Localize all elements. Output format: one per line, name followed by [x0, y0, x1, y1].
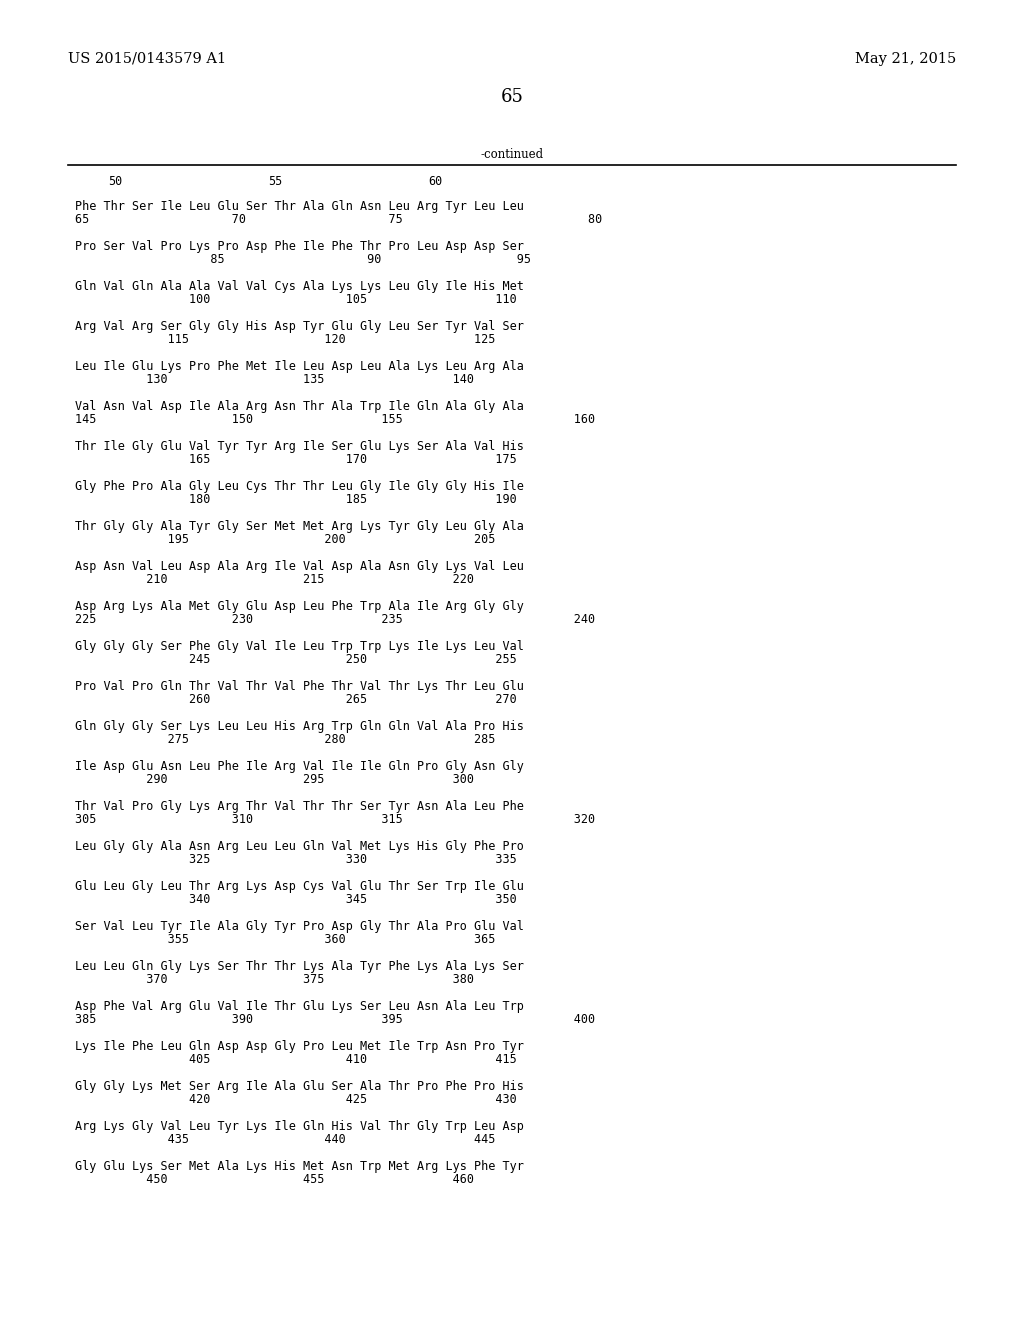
Text: Ile Asp Glu Asn Leu Phe Ile Arg Val Ile Ile Gln Pro Gly Asn Gly: Ile Asp Glu Asn Leu Phe Ile Arg Val Ile …: [75, 760, 524, 774]
Text: 450                   455                  460: 450 455 460: [75, 1173, 474, 1185]
Text: Gly Gly Lys Met Ser Arg Ile Ala Glu Ser Ala Thr Pro Phe Pro His: Gly Gly Lys Met Ser Arg Ile Ala Glu Ser …: [75, 1080, 524, 1093]
Text: Leu Gly Gly Ala Asn Arg Leu Leu Gln Val Met Lys His Gly Phe Pro: Leu Gly Gly Ala Asn Arg Leu Leu Gln Val …: [75, 840, 524, 853]
Text: Lys Ile Phe Leu Gln Asp Asp Gly Pro Leu Met Ile Trp Asn Pro Tyr: Lys Ile Phe Leu Gln Asp Asp Gly Pro Leu …: [75, 1040, 524, 1053]
Text: 115                   120                  125: 115 120 125: [75, 333, 496, 346]
Text: 405                   410                  415: 405 410 415: [75, 1053, 517, 1067]
Text: Val Asn Val Asp Ile Ala Arg Asn Thr Ala Trp Ile Gln Ala Gly Ala: Val Asn Val Asp Ile Ala Arg Asn Thr Ala …: [75, 400, 524, 413]
Text: 210                   215                  220: 210 215 220: [75, 573, 474, 586]
Text: 60: 60: [428, 176, 442, 187]
Text: 130                   135                  140: 130 135 140: [75, 374, 474, 385]
Text: 145                   150                  155                        160: 145 150 155 160: [75, 413, 595, 426]
Text: 290                   295                  300: 290 295 300: [75, 774, 474, 785]
Text: Thr Gly Gly Ala Tyr Gly Ser Met Met Arg Lys Tyr Gly Leu Gly Ala: Thr Gly Gly Ala Tyr Gly Ser Met Met Arg …: [75, 520, 524, 533]
Text: 305                   310                  315                        320: 305 310 315 320: [75, 813, 595, 826]
Text: 325                   330                  335: 325 330 335: [75, 853, 517, 866]
Text: Gly Phe Pro Ala Gly Leu Cys Thr Thr Leu Gly Ile Gly Gly His Ile: Gly Phe Pro Ala Gly Leu Cys Thr Thr Leu …: [75, 480, 524, 492]
Text: Asp Arg Lys Ala Met Gly Glu Asp Leu Phe Trp Ala Ile Arg Gly Gly: Asp Arg Lys Ala Met Gly Glu Asp Leu Phe …: [75, 601, 524, 612]
Text: US 2015/0143579 A1: US 2015/0143579 A1: [68, 51, 226, 66]
Text: Leu Ile Glu Lys Pro Phe Met Ile Leu Asp Leu Ala Lys Leu Arg Ala: Leu Ile Glu Lys Pro Phe Met Ile Leu Asp …: [75, 360, 524, 374]
Text: Thr Val Pro Gly Lys Arg Thr Val Thr Thr Ser Tyr Asn Ala Leu Phe: Thr Val Pro Gly Lys Arg Thr Val Thr Thr …: [75, 800, 524, 813]
Text: 65: 65: [501, 88, 523, 106]
Text: Arg Lys Gly Val Leu Tyr Lys Ile Gln His Val Thr Gly Trp Leu Asp: Arg Lys Gly Val Leu Tyr Lys Ile Gln His …: [75, 1119, 524, 1133]
Text: Asp Asn Val Leu Asp Ala Arg Ile Val Asp Ala Asn Gly Lys Val Leu: Asp Asn Val Leu Asp Ala Arg Ile Val Asp …: [75, 560, 524, 573]
Text: 385                   390                  395                        400: 385 390 395 400: [75, 1012, 595, 1026]
Text: 165                   170                  175: 165 170 175: [75, 453, 517, 466]
Text: 245                   250                  255: 245 250 255: [75, 653, 517, 667]
Text: Leu Leu Gln Gly Lys Ser Thr Thr Lys Ala Tyr Phe Lys Ala Lys Ser: Leu Leu Gln Gly Lys Ser Thr Thr Lys Ala …: [75, 960, 524, 973]
Text: -continued: -continued: [480, 148, 544, 161]
Text: 275                   280                  285: 275 280 285: [75, 733, 496, 746]
Text: 355                   360                  365: 355 360 365: [75, 933, 496, 946]
Text: 340                   345                  350: 340 345 350: [75, 894, 517, 906]
Text: 370                   375                  380: 370 375 380: [75, 973, 474, 986]
Text: 195                   200                  205: 195 200 205: [75, 533, 496, 546]
Text: Ser Val Leu Tyr Ile Ala Gly Tyr Pro Asp Gly Thr Ala Pro Glu Val: Ser Val Leu Tyr Ile Ala Gly Tyr Pro Asp …: [75, 920, 524, 933]
Text: 435                   440                  445: 435 440 445: [75, 1133, 496, 1146]
Text: Gly Glu Lys Ser Met Ala Lys His Met Asn Trp Met Arg Lys Phe Tyr: Gly Glu Lys Ser Met Ala Lys His Met Asn …: [75, 1160, 524, 1173]
Text: 420                   425                  430: 420 425 430: [75, 1093, 517, 1106]
Text: Gln Val Gln Ala Ala Val Val Cys Ala Lys Lys Leu Gly Ile His Met: Gln Val Gln Ala Ala Val Val Cys Ala Lys …: [75, 280, 524, 293]
Text: Arg Val Arg Ser Gly Gly His Asp Tyr Glu Gly Leu Ser Tyr Val Ser: Arg Val Arg Ser Gly Gly His Asp Tyr Glu …: [75, 319, 524, 333]
Text: Pro Val Pro Gln Thr Val Thr Val Phe Thr Val Thr Lys Thr Leu Glu: Pro Val Pro Gln Thr Val Thr Val Phe Thr …: [75, 680, 524, 693]
Text: May 21, 2015: May 21, 2015: [855, 51, 956, 66]
Text: Thr Ile Gly Glu Val Tyr Tyr Arg Ile Ser Glu Lys Ser Ala Val His: Thr Ile Gly Glu Val Tyr Tyr Arg Ile Ser …: [75, 440, 524, 453]
Text: 55: 55: [268, 176, 283, 187]
Text: 50: 50: [108, 176, 122, 187]
Text: Asp Phe Val Arg Glu Val Ile Thr Glu Lys Ser Leu Asn Ala Leu Trp: Asp Phe Val Arg Glu Val Ile Thr Glu Lys …: [75, 1001, 524, 1012]
Text: 65                    70                    75                          80: 65 70 75 80: [75, 213, 602, 226]
Text: 85                    90                   95: 85 90 95: [75, 253, 531, 267]
Text: Gly Gly Gly Ser Phe Gly Val Ile Leu Trp Trp Lys Ile Lys Leu Val: Gly Gly Gly Ser Phe Gly Val Ile Leu Trp …: [75, 640, 524, 653]
Text: 180                   185                  190: 180 185 190: [75, 492, 517, 506]
Text: 100                   105                  110: 100 105 110: [75, 293, 517, 306]
Text: Phe Thr Ser Ile Leu Glu Ser Thr Ala Gln Asn Leu Arg Tyr Leu Leu: Phe Thr Ser Ile Leu Glu Ser Thr Ala Gln …: [75, 201, 524, 213]
Text: Gln Gly Gly Ser Lys Leu Leu His Arg Trp Gln Gln Val Ala Pro His: Gln Gly Gly Ser Lys Leu Leu His Arg Trp …: [75, 719, 524, 733]
Text: Glu Leu Gly Leu Thr Arg Lys Asp Cys Val Glu Thr Ser Trp Ile Glu: Glu Leu Gly Leu Thr Arg Lys Asp Cys Val …: [75, 880, 524, 894]
Text: 225                   230                  235                        240: 225 230 235 240: [75, 612, 595, 626]
Text: 260                   265                  270: 260 265 270: [75, 693, 517, 706]
Text: Pro Ser Val Pro Lys Pro Asp Phe Ile Phe Thr Pro Leu Asp Asp Ser: Pro Ser Val Pro Lys Pro Asp Phe Ile Phe …: [75, 240, 524, 253]
